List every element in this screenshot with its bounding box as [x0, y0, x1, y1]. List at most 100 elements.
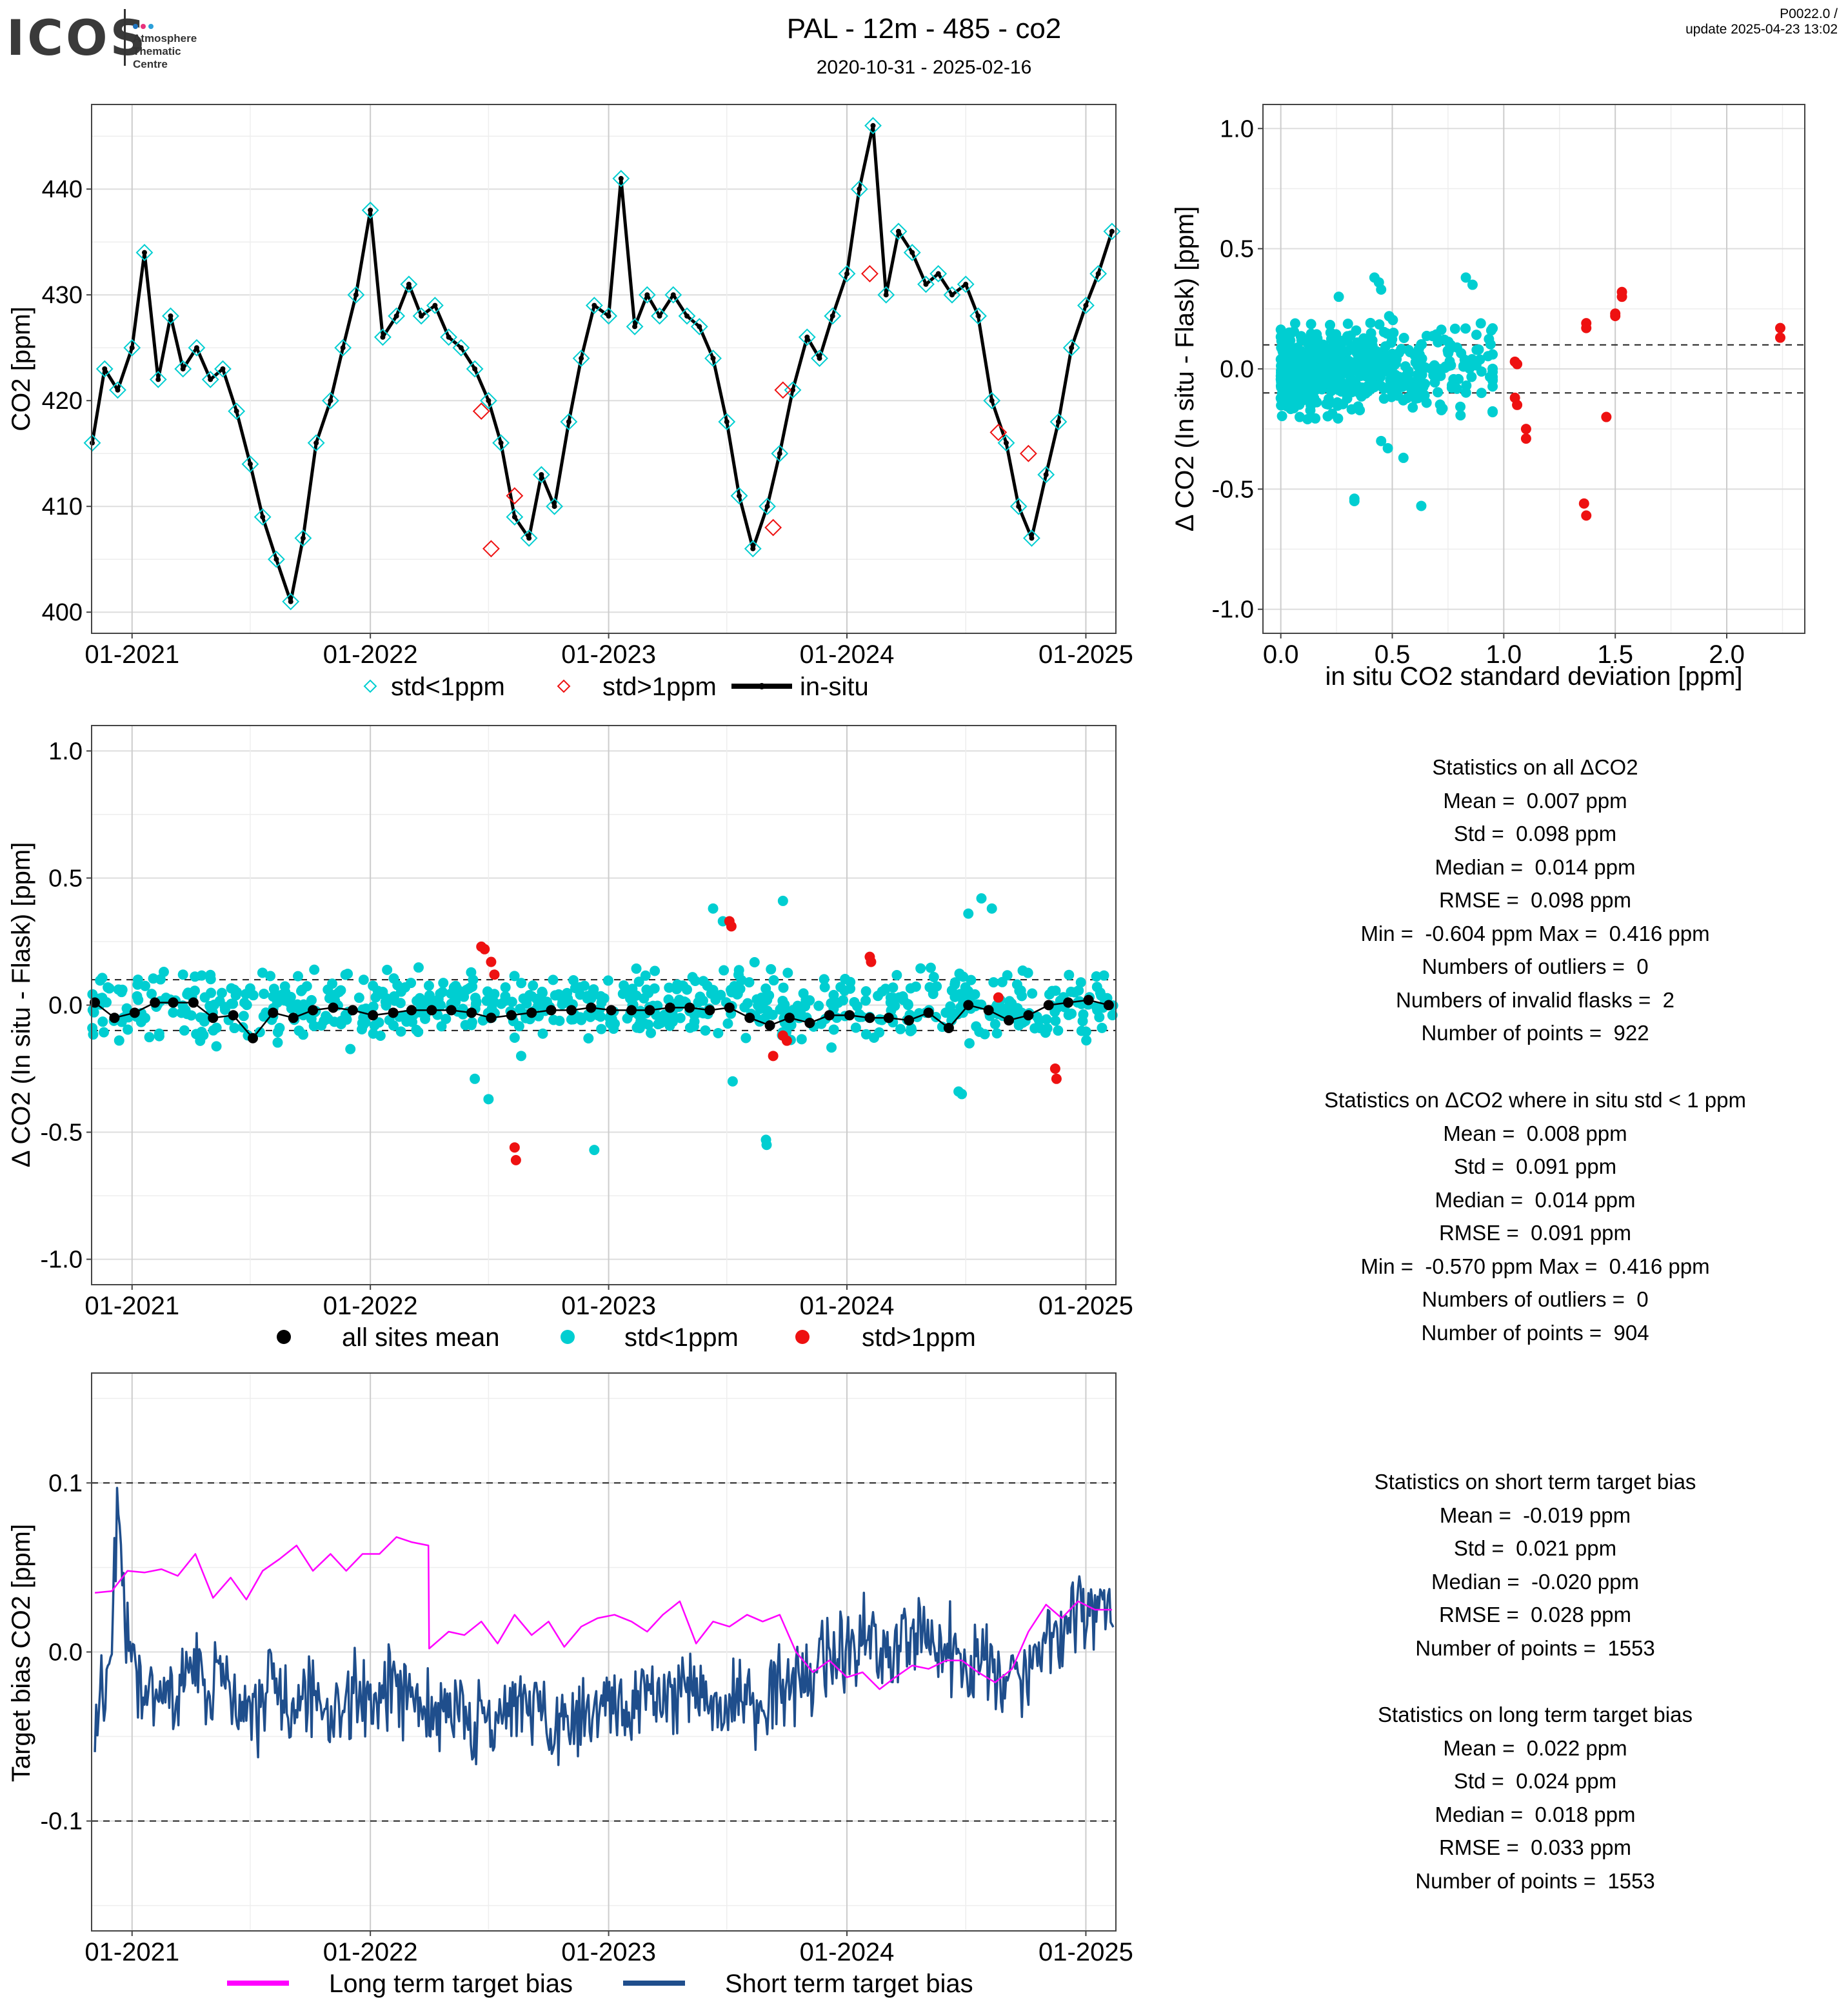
x-tick-label: 01-2024: [800, 1292, 895, 1320]
scatter-point-std-lt-1: [1444, 345, 1455, 356]
in-situ-point: [313, 440, 319, 446]
page-title: PAL - 12m - 485 - co2: [786, 13, 1062, 44]
delta-point-std-lt-1: [966, 974, 977, 985]
flask-marker-std-lt-1: [850, 180, 868, 198]
delta-point-std-lt-1: [88, 1007, 99, 1018]
in-situ-point: [1069, 345, 1075, 351]
delta-point-std-lt-1: [183, 987, 194, 998]
delta-point-std-lt-1: [1050, 1015, 1061, 1026]
delta-point-std-lt-1: [306, 994, 317, 1005]
stats-long-std: Std = 0.024 ppm: [1453, 1769, 1617, 1793]
scatter-point-std-lt-1: [1385, 382, 1396, 393]
delta-point-std-lt-1: [528, 980, 539, 991]
delta-point-std-lt-1: [208, 1025, 219, 1036]
scatter-point-std-gt-1: [1581, 322, 1592, 333]
delta-point-std-lt-1: [537, 1028, 548, 1039]
flask-marker-std-gt-1: [482, 540, 500, 558]
flask-marker-std-lt-1: [651, 307, 668, 325]
delta-point-std-lt-1: [190, 971, 201, 982]
all-sites-mean-point: [864, 1013, 875, 1023]
scatter-point-std-lt-1: [1316, 362, 1327, 373]
delta-point-std-lt-1: [997, 1005, 1008, 1016]
stats-std1-min-max: Min = -0.570 ppm Max = 0.416 ppm: [1360, 1254, 1710, 1278]
stats-all-title: Statistics on all ΔCO2: [1432, 755, 1638, 779]
delta-point-std-lt-1: [835, 982, 846, 993]
delta-point-std-lt-1: [906, 1023, 917, 1034]
stats-all-outliers: Numbers of outliers = 0: [1422, 954, 1649, 978]
y-tick-label: -0.5: [41, 1120, 83, 1147]
flask-marker-std-lt-1: [1062, 339, 1080, 357]
all-sites-mean-point: [824, 1010, 835, 1021]
scatter-point-std-gt-1: [1520, 433, 1531, 444]
scatter-point-std-lt-1: [1333, 413, 1344, 424]
delta-point-std-lt-1: [860, 995, 871, 1006]
legend-short-term-label: Short term target bias: [725, 1970, 973, 1998]
x-tick-label: 01-2021: [84, 1938, 179, 1966]
delta-point-std-lt-1: [726, 987, 737, 998]
stats-all-invalid-flasks: Numbers of invalid flasks = 2: [1396, 987, 1674, 1012]
delta-point-std-lt-1: [988, 977, 999, 988]
in-situ-point: [989, 398, 995, 404]
in-situ-point: [1083, 302, 1089, 308]
in-situ-point: [790, 387, 796, 393]
delta-point-std-lt-1: [640, 970, 651, 981]
delta-point-std-lt-1: [321, 1011, 332, 1022]
stats-std1-std: Std = 0.091 ppm: [1453, 1154, 1617, 1178]
scatter-point-std-lt-1: [1327, 381, 1338, 392]
in-situ-point: [777, 451, 782, 457]
all-sites-mean-point: [228, 1010, 239, 1021]
flask-marker-std-gt-1: [506, 487, 524, 505]
scatter-axes: -1.0 -0.5 0.0 0.5 1.0 0.0 0.5 1.0 1.5 2.0: [1212, 115, 1745, 669]
scatter-point-std-lt-1: [1475, 354, 1485, 365]
in-situ-point: [737, 493, 742, 499]
delta-point-std-lt-1: [608, 1023, 619, 1034]
stats-short-rmse: RMSE = 0.028 ppm: [1438, 1603, 1632, 1626]
in-situ-point: [155, 377, 161, 382]
logo-subtitle: Atmosphere Thematic Centre: [133, 19, 197, 71]
scatter-point-std-lt-1: [1456, 348, 1467, 359]
in-situ-point: [458, 345, 464, 351]
delta-point-std-gt-1: [726, 921, 737, 932]
stats-long-rmse: RMSE = 0.033 ppm: [1438, 1835, 1632, 1859]
in-situ-point: [923, 281, 929, 287]
icos-logo: ICOS: [6, 9, 148, 66]
flask-marker-std-lt-1: [174, 360, 192, 378]
delta-point-std-lt-1: [423, 980, 434, 991]
flask-marker-std-lt-1: [1037, 466, 1055, 484]
scatter-point-std-lt-1: [1455, 410, 1466, 421]
delta-point-std-lt-1: [744, 977, 755, 988]
flask-marker-std-lt-1: [307, 434, 325, 452]
flask-marker-std-lt-1: [201, 370, 219, 388]
scatter-point-std-lt-1: [1487, 363, 1498, 374]
all-sites-mean-point: [724, 1002, 735, 1013]
delta-point-std-lt-1: [766, 964, 777, 974]
delta-point-std-gt-1: [993, 992, 1004, 1003]
delta-point-std-lt-1: [395, 998, 406, 1009]
legend-std-gt-1-label: std>1ppm: [862, 1323, 976, 1352]
flask-marker-std-lt-1: [506, 508, 524, 526]
in-situ-point: [168, 313, 174, 319]
all-sites-mean-point: [526, 1007, 537, 1018]
scatter-point-std-lt-1: [1384, 311, 1395, 322]
delta-point-std-lt-1: [953, 1086, 964, 1097]
all-sites-mean-point: [943, 1022, 954, 1033]
x-tick-label: 01-2022: [323, 640, 418, 669]
in-situ-point: [498, 440, 504, 446]
in-situ-point: [419, 313, 424, 319]
scatter-point-std-lt-1: [1347, 386, 1358, 397]
bias-grid: [92, 1373, 1116, 1931]
flask-marker-std-lt-1: [626, 317, 644, 335]
all-sites-mean-point: [506, 1010, 517, 1021]
delta-point-std-gt-1: [1049, 1063, 1060, 1074]
scatter-point-std-gt-1: [1520, 424, 1531, 435]
stats-short-std: Std = 0.021 ppm: [1453, 1536, 1617, 1560]
scatter-point-std-gt-1: [1578, 498, 1589, 509]
delta-point-std-lt-1: [1073, 985, 1084, 996]
delta-point-std-lt-1: [483, 1094, 494, 1105]
in-situ-point: [486, 398, 492, 404]
delta-point-std-lt-1: [241, 989, 252, 1000]
delta-point-std-lt-1: [274, 1023, 285, 1034]
y-tick-label: 420: [42, 388, 83, 415]
delta-point-std-lt-1: [668, 1010, 679, 1021]
delta-point-std-lt-1: [851, 1001, 862, 1012]
